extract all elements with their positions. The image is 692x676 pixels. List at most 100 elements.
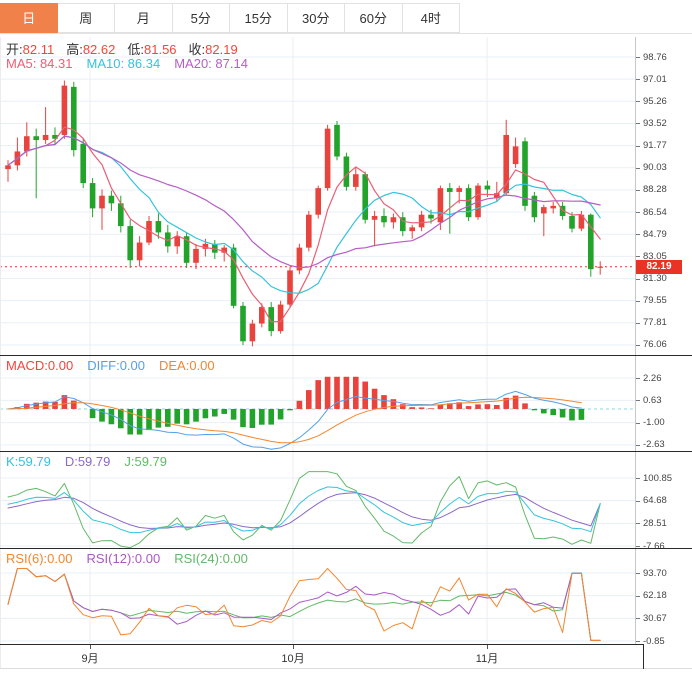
close-label: 收:	[188, 42, 206, 57]
close-value: 82.19	[205, 42, 238, 57]
y-axis-tick	[636, 101, 640, 103]
macd-panel: MACD:0.00 DIFF:0.00 DEA:0.00	[0, 356, 635, 451]
y-axis-tick	[636, 400, 640, 402]
tab-week[interactable]: 周	[57, 3, 115, 33]
x-axis-month-label: 10月	[281, 653, 305, 665]
y-axis-tick	[636, 573, 640, 574]
y-axis-tick	[636, 145, 640, 147]
y-axis-label: 77.81	[643, 317, 667, 329]
y-axis-label: 28.51	[643, 517, 667, 529]
y-axis-label: 93.52	[643, 117, 667, 129]
y-axis-label: 93.70	[643, 567, 667, 579]
panel-divider	[0, 548, 692, 549]
d-value: D:59.79	[64, 454, 111, 469]
tab-60min[interactable]: 60分	[345, 3, 403, 33]
ma10-value: MA10: 86.34	[86, 56, 161, 71]
panel-divider	[0, 355, 692, 356]
dea-value: DEA:0.00	[159, 358, 215, 373]
open-label: 开:	[6, 42, 23, 57]
y-axis-label: 83.05	[643, 250, 667, 262]
y-axis-tick	[636, 478, 640, 479]
macd-readout: MACD:0.00 DIFF:0.00 DEA:0.00	[6, 358, 229, 373]
rsi24-value: RSI(24):0.00	[174, 551, 248, 566]
y-axis-tick	[636, 167, 640, 169]
x-axis-month-label: 9月	[81, 653, 99, 665]
y-axis-label: 86.54	[643, 206, 667, 218]
y-axis-tick	[636, 123, 640, 125]
y-axis-label: -7.66	[643, 540, 665, 552]
ma20-value: MA20: 87.14	[174, 56, 248, 71]
price-axis: 82.19 98.76 97.01 95.26 93.52 91.77 90.03 88.2…	[635, 37, 692, 647]
y-axis-label: 62.18	[643, 590, 667, 602]
y-axis-label: 100.85	[643, 472, 673, 484]
ma5-value: MA5: 84.31	[6, 56, 73, 71]
y-axis-tick	[636, 546, 640, 547]
y-axis-label: 95.26	[643, 95, 667, 107]
current-price-badge: 82.19	[636, 259, 682, 274]
y-axis-label: 2.26	[643, 372, 662, 384]
main-chart-panel: 开:82.11 高:82.62 低:81.56 收:82.19 MA5: 84.31 M…	[0, 37, 635, 355]
y-axis-tick	[636, 422, 640, 424]
y-axis-label: 91.77	[643, 140, 667, 152]
tab-month[interactable]: 月	[115, 3, 173, 33]
low-value: 81.56	[144, 42, 177, 57]
macd-value: MACD:0.00	[6, 358, 74, 373]
y-axis-tick	[636, 278, 640, 280]
y-axis-tick	[636, 79, 640, 81]
time-axis: 9月 10月 11月	[0, 645, 692, 668]
x-axis-tick	[90, 645, 91, 649]
diff-value: DIFF:0.00	[87, 358, 145, 373]
axis-corner-divider	[643, 644, 644, 669]
panel-divider	[0, 644, 644, 645]
x-axis-month-label: 11月	[475, 653, 499, 665]
y-axis-tick	[636, 378, 640, 379]
y-axis-label: 0.63	[643, 394, 662, 406]
open-value: 82.11	[22, 42, 55, 57]
y-axis-label: -1.00	[643, 417, 665, 429]
y-axis-label: -0.85	[643, 635, 665, 647]
x-axis-tick	[293, 645, 294, 649]
y-axis-tick	[636, 344, 640, 346]
kdj-canvas[interactable]	[0, 452, 635, 548]
y-axis-label: 84.79	[643, 228, 667, 240]
rsi6-value: RSI(6):0.00	[6, 551, 73, 566]
y-axis-tick	[636, 322, 640, 324]
y-axis-tick	[636, 595, 640, 597]
ohlc-readout: 开:82.11 高:82.62 低:81.56 收:82.19	[6, 39, 250, 58]
k-value: K:59.79	[6, 454, 51, 469]
low-label: 低:	[127, 42, 144, 57]
y-axis-tick	[636, 300, 640, 302]
y-axis-tick	[636, 234, 640, 236]
y-axis-tick	[636, 212, 640, 214]
y-axis-tick	[636, 618, 640, 620]
y-axis-tick	[636, 189, 640, 191]
y-axis-label: 76.06	[643, 339, 667, 351]
y-axis-tick	[636, 444, 640, 446]
x-axis-tick	[487, 645, 488, 649]
y-axis-tick	[636, 523, 640, 525]
y-axis-label: 97.01	[643, 73, 667, 85]
y-axis-tick	[636, 641, 640, 642]
tab-30min[interactable]: 30分	[287, 3, 345, 33]
panel-divider	[0, 451, 692, 452]
tab-4hour[interactable]: 4时	[402, 3, 460, 33]
y-axis-tick	[636, 256, 640, 258]
tab-5min[interactable]: 5分	[172, 3, 230, 33]
rsi-canvas[interactable]	[0, 549, 635, 644]
y-axis-label: 79.55	[643, 295, 667, 307]
high-value: 82.62	[82, 42, 116, 57]
tab-day[interactable]: 日	[0, 3, 58, 33]
y-axis-label: 30.67	[643, 612, 667, 624]
y-axis-label: -2.63	[643, 439, 665, 451]
y-axis-label: 81.30	[643, 273, 667, 284]
kdj-readout: K:59.79 D:59.79 J:59.79	[6, 454, 181, 469]
y-axis-tick	[636, 57, 640, 58]
y-axis-label: 90.03	[643, 162, 667, 174]
candlestick-canvas[interactable]	[0, 37, 635, 355]
rsi-panel: RSI(6):0.00 RSI(12):0.00 RSI(24):0.00	[0, 549, 635, 644]
macd-canvas[interactable]	[0, 356, 635, 451]
j-value: J:59.79	[124, 454, 168, 469]
y-axis-label: 88.28	[643, 184, 667, 196]
tab-15min[interactable]: 15分	[230, 3, 288, 33]
